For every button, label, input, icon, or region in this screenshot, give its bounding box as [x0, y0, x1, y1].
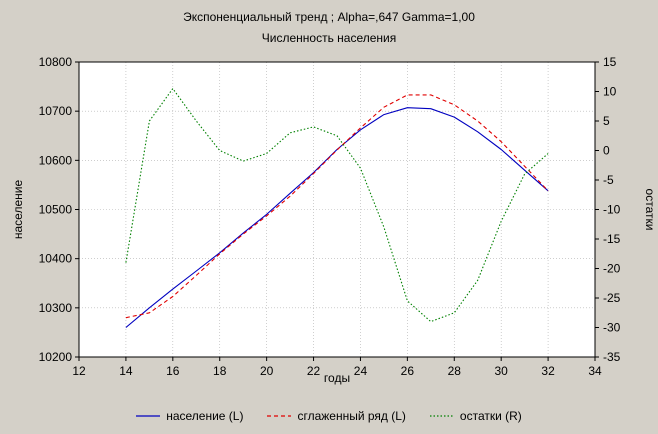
chart-subtitle: Численность населения: [261, 31, 397, 45]
y-right-tick-label: -25: [603, 291, 621, 305]
y-right-tick-label: -15: [603, 232, 621, 246]
y-right-tick-label: -10: [603, 203, 621, 217]
y-left-tick-label: 10400: [39, 252, 73, 266]
x-tick-label: 28: [448, 364, 462, 378]
y-right-tick-label: 0: [603, 144, 610, 158]
x-tick-label: 24: [354, 364, 368, 378]
y-left-axis-label: население: [11, 180, 25, 240]
residuals-line: [125, 88, 549, 323]
y-left-tick-label: 10700: [39, 104, 73, 118]
legend: население (L) сглаженный ряд (L) остатки…: [0, 404, 658, 428]
chart-title: Экспоненциальный тренд ; Alpha=,647 Gamm…: [183, 10, 475, 24]
x-tick-label: 20: [260, 364, 274, 378]
x-tick-label: 34: [588, 364, 602, 378]
legend-label-residuals: остатки (R): [459, 409, 522, 423]
x-tick-label: 12: [72, 364, 86, 378]
y-right-tick-label: 10: [603, 85, 617, 99]
x-tick-label: 18: [213, 364, 227, 378]
x-tick-label: 22: [307, 364, 321, 378]
x-axis-label: годы: [324, 371, 350, 385]
x-tick-label: 16: [166, 364, 180, 378]
legend-label-population: население (L): [166, 409, 244, 423]
legend-swatch-residuals: [429, 415, 454, 417]
chart-area: 12 14 16 18 20 22 24 26 28 30 32 34 10200 10300 10400 1…: [11, 55, 657, 385]
legend-label-smoothed: сглаженный ряд (L): [297, 409, 406, 423]
y-left-tick-label: 10800: [39, 55, 73, 69]
y-right-tick-label: 15: [603, 55, 617, 69]
y-right-tick-label: -35: [603, 350, 621, 364]
y-right-tick-label: 5: [603, 114, 610, 128]
x-tick-label: 30: [495, 364, 509, 378]
y-right-axis-label: остатки: [643, 189, 657, 231]
y-right-tick-label: -30: [603, 321, 621, 335]
y-left-tick-label: 10200: [39, 350, 73, 364]
x-tick-label: 14: [119, 364, 133, 378]
y-right-tick-label: -20: [603, 262, 621, 276]
x-tick-label: 26: [401, 364, 415, 378]
y-right-tick-label: -5: [603, 173, 614, 187]
legend-item-population: население (L): [136, 409, 243, 423]
legend-item-smoothed: сглаженный ряд (L): [267, 409, 406, 423]
y-left-tick-label: 10600: [39, 153, 73, 167]
x-tick-label: 32: [541, 364, 555, 378]
legend-swatch-smoothed: [267, 415, 292, 417]
y-left-tick-label: 10500: [39, 203, 73, 217]
y-left-tick-label: 10300: [39, 301, 73, 315]
smoothed-line: [125, 94, 549, 319]
legend-swatch-population: [136, 415, 161, 417]
legend-item-residuals: остатки (R): [429, 409, 522, 423]
plot-frame: [78, 61, 596, 358]
